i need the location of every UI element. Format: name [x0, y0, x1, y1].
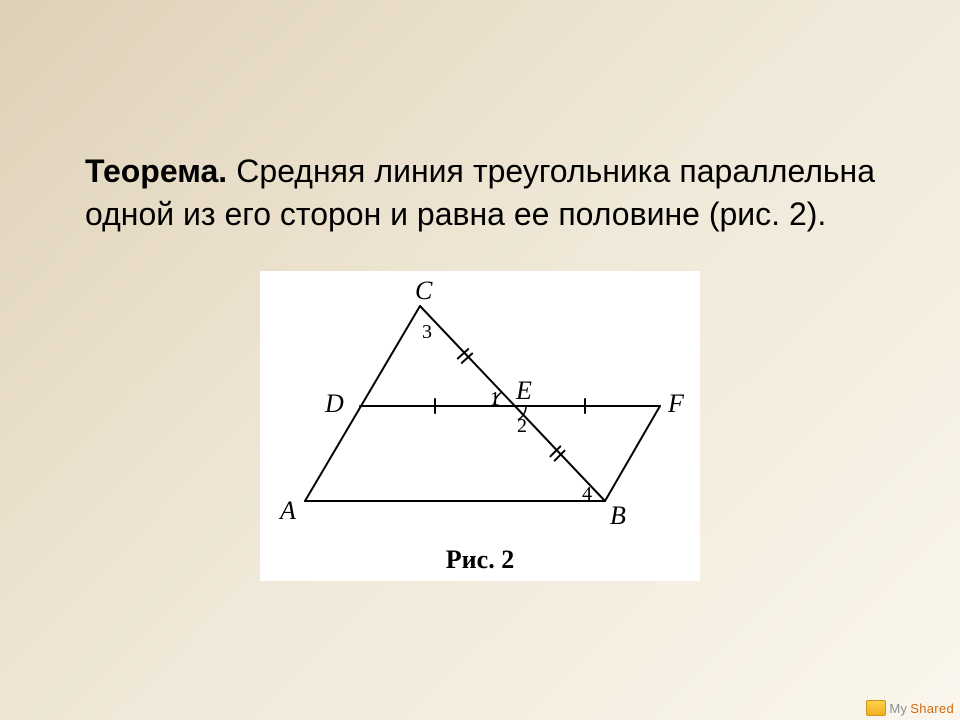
angle-label-1: 1	[490, 388, 500, 411]
watermark: MyShared	[866, 700, 954, 716]
watermark-shared: Shared	[910, 701, 954, 716]
watermark-my: My	[889, 701, 907, 716]
figure-caption: Рис. 2	[260, 545, 700, 575]
label-C: C	[415, 276, 432, 306]
label-B: B	[610, 501, 626, 531]
figure-container: A B C D E F 1 2 3 4 Рис. 2	[85, 271, 875, 586]
label-F: F	[668, 389, 684, 419]
angle-label-4: 4	[582, 483, 592, 506]
label-E: E	[516, 376, 532, 406]
slide-content: Теорема. Средняя линия треугольника пара…	[85, 150, 875, 586]
label-D: D	[325, 389, 344, 419]
theorem-word: Теорема.	[85, 153, 227, 189]
watermark-icon	[866, 700, 886, 716]
theorem-paragraph: Теорема. Средняя линия треугольника пара…	[85, 150, 875, 236]
label-A: A	[280, 496, 296, 526]
angle-label-3: 3	[422, 321, 432, 344]
angle-label-2: 2	[517, 415, 527, 438]
geometry-figure: A B C D E F 1 2 3 4 Рис. 2	[260, 271, 700, 581]
